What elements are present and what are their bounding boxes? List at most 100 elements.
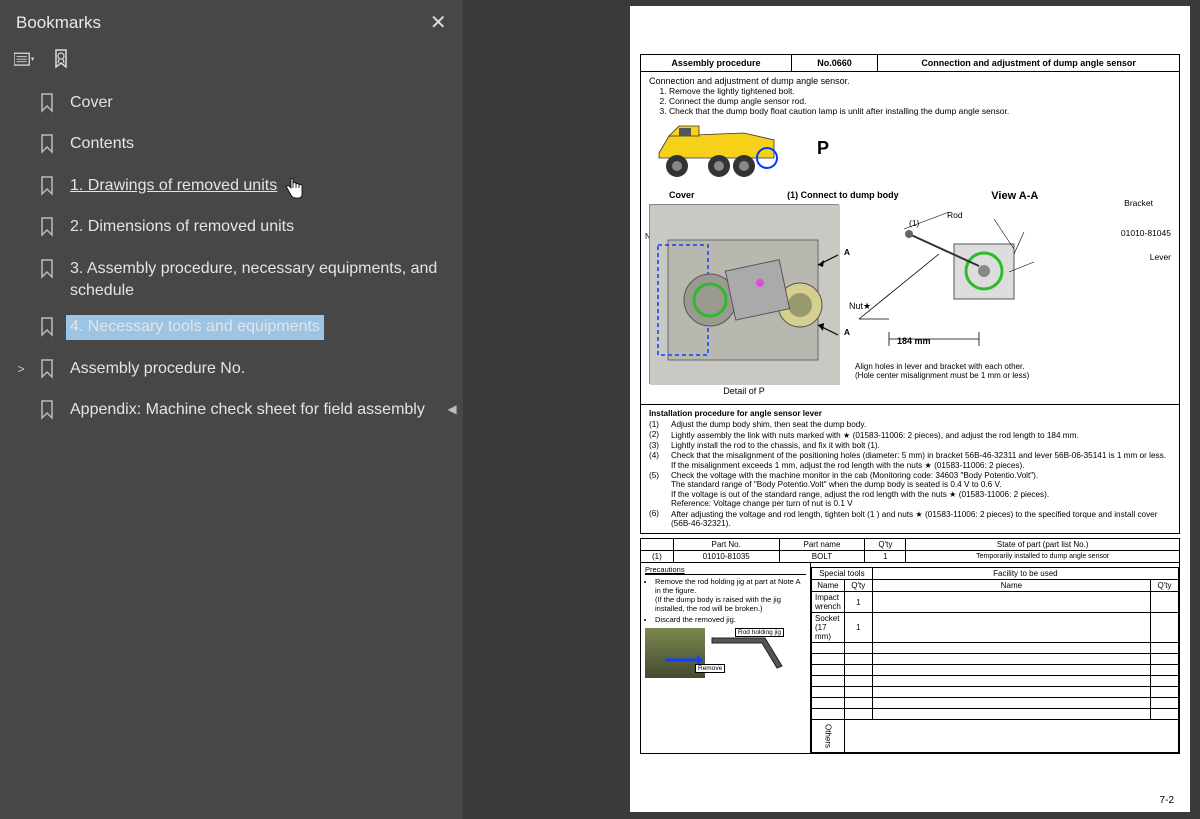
- expand-chevron-icon[interactable]: >: [14, 357, 28, 378]
- install-title: Installation procedure for angle sensor …: [649, 409, 1171, 418]
- bookmark-icon: [38, 315, 56, 344]
- tools-cell: [1151, 654, 1179, 665]
- tools-cell: [812, 654, 845, 665]
- lever-label: Lever: [1150, 252, 1171, 262]
- detail-caption: Detail of P: [649, 386, 839, 396]
- parts-table: Part No.Part nameQ'tyState of part (part…: [640, 538, 1180, 563]
- p-marker: P: [817, 118, 829, 159]
- tools-cell: [812, 665, 845, 676]
- tools-cell: [1151, 709, 1179, 720]
- document-page: Assembly procedure No.0660 Connection an…: [630, 6, 1190, 812]
- bookmarks-panel: Bookmarks ✕ CoverContents1. Drawings of …: [0, 0, 463, 819]
- tools-column: Special tools Facility to be used Name Q…: [811, 563, 1179, 753]
- bookmark-item[interactable]: 4. Necessary tools and equipments: [8, 309, 455, 350]
- bookmarks-toolbar: [0, 43, 463, 81]
- options-icon[interactable]: [14, 49, 36, 71]
- tools-cell: [872, 709, 1150, 720]
- bookmark-icon: [38, 215, 56, 244]
- install-step: (3)Lightly install the rod to the chassi…: [649, 441, 1171, 450]
- view-aa-diagram: Nut★ Bracket Rod (1) 01010-81045 Lever 1…: [849, 204, 1171, 396]
- tools-cell: [812, 687, 845, 698]
- facility-header: Facility to be used: [872, 568, 1178, 580]
- tools-name-h2: Name: [872, 580, 1150, 592]
- parts-cell: BOLT: [779, 551, 865, 563]
- install-step: (5)Check the voltage with the machine mo…: [649, 471, 1171, 508]
- collapse-panel-icon[interactable]: ◀: [447, 402, 456, 416]
- tools-name-h1: Name: [812, 580, 845, 592]
- bookmark-item[interactable]: Appendix: Machine check sheet for field …: [8, 392, 455, 433]
- dim-label: 184 mm: [897, 336, 931, 346]
- precautions-title: Precautions: [645, 565, 806, 575]
- conn-step: Connect the dump angle sensor rod.: [669, 96, 1171, 106]
- expand-chevron-icon: [14, 91, 28, 95]
- jig-label: Rod holding jig: [735, 628, 784, 637]
- bookmark-item[interactable]: 2. Dimensions of removed units: [8, 209, 455, 250]
- bookmark-item[interactable]: Cover: [8, 85, 455, 126]
- tools-cell: 1: [844, 592, 872, 613]
- ribbon-bookmark-icon[interactable]: [50, 49, 72, 71]
- bookmark-icon: [38, 357, 56, 386]
- tools-cell: [1151, 592, 1179, 613]
- tools-cell: [872, 698, 1150, 709]
- page-viewport[interactable]: Assembly procedure No.0660 Connection an…: [630, 0, 1200, 819]
- parts-cell: 1: [865, 551, 906, 563]
- bookmark-item[interactable]: Contents: [8, 126, 455, 167]
- bookmark-label: 4. Necessary tools and equipments: [70, 318, 320, 335]
- bookmark-icon: [38, 398, 56, 427]
- connection-section: Connection and adjustment of dump angle …: [640, 72, 1180, 405]
- tools-cell: [844, 665, 872, 676]
- bookmark-icon: [38, 174, 56, 203]
- conn-step: Check that the dump body float caution l…: [669, 106, 1171, 116]
- parts-header-cell: [641, 539, 674, 551]
- bookmark-icon: [38, 91, 56, 120]
- mechanical-detail-diagram: A A: [649, 204, 839, 384]
- header-col3: Connection and adjustment of dump angle …: [878, 55, 1180, 72]
- bookmark-label: Cover: [70, 94, 113, 111]
- connect-label: (1) Connect to dump body: [787, 190, 899, 202]
- rod-label: Rod: [947, 210, 963, 220]
- doc-header-table: Assembly procedure No.0660 Connection an…: [640, 54, 1180, 72]
- bookmark-item[interactable]: >Assembly procedure No.: [8, 351, 455, 392]
- tools-cell: [844, 643, 872, 654]
- tools-cell: Socket (17 mm): [812, 613, 845, 643]
- expand-chevron-icon: [14, 174, 28, 178]
- expand-chevron-icon: [14, 315, 28, 319]
- panel-gap: [463, 0, 630, 819]
- tools-cell: [1151, 613, 1179, 643]
- tools-cell: [812, 676, 845, 687]
- svg-text:Nut★: Nut★: [849, 301, 871, 311]
- close-icon[interactable]: ✕: [430, 10, 447, 35]
- parts-cell: 01010-81035: [673, 551, 779, 563]
- tools-qty-h2: Q'ty: [1151, 580, 1179, 592]
- conn-title: Connection and adjustment of dump angle …: [649, 76, 1171, 86]
- install-step: (6)After adjusting the voltage and rod l…: [649, 509, 1171, 528]
- tools-cell: [872, 654, 1150, 665]
- expand-chevron-icon: [14, 215, 28, 219]
- bookmark-item[interactable]: 3. Assembly procedure, necessary equipme…: [8, 251, 455, 310]
- tools-cell: [844, 654, 872, 665]
- tools-cell: [872, 613, 1150, 643]
- one-label: (1): [909, 218, 919, 228]
- tools-cell: [1151, 676, 1179, 687]
- bookmark-label: 3. Assembly procedure, necessary equipme…: [70, 260, 437, 299]
- tools-cell: [872, 592, 1150, 613]
- tools-cell: [1151, 665, 1179, 676]
- conn-steps: Remove the lightly tightened bolt.Connec…: [649, 86, 1171, 116]
- install-step: (2)Lightly assembly the link with nuts m…: [649, 430, 1171, 440]
- parts-header-cell: State of part (part list No.): [906, 539, 1180, 551]
- tools-cell: [844, 709, 872, 720]
- bookmark-item[interactable]: 1. Drawings of removed units: [8, 168, 455, 209]
- parts-header-cell: Part name: [779, 539, 865, 551]
- parts-header-cell: Part No.: [673, 539, 779, 551]
- install-step: (1)Adjust the dump body shim, then seat …: [649, 420, 1171, 429]
- expand-chevron-icon: [14, 132, 28, 136]
- bookmark-list: Cover Contents1. Drawings of removed unit…: [0, 81, 463, 434]
- tools-cell: [1151, 643, 1179, 654]
- page-number: 7-2: [1160, 795, 1174, 806]
- tools-cell: [1151, 698, 1179, 709]
- precaution-item: Remove the rod holding jig at part at No…: [655, 577, 806, 613]
- precaution-item: Discard the removed jig.: [655, 615, 806, 624]
- expand-chevron-icon: [14, 257, 28, 261]
- others-label: Others: [812, 720, 845, 753]
- bookmark-label: 2. Dimensions of removed units: [70, 218, 294, 235]
